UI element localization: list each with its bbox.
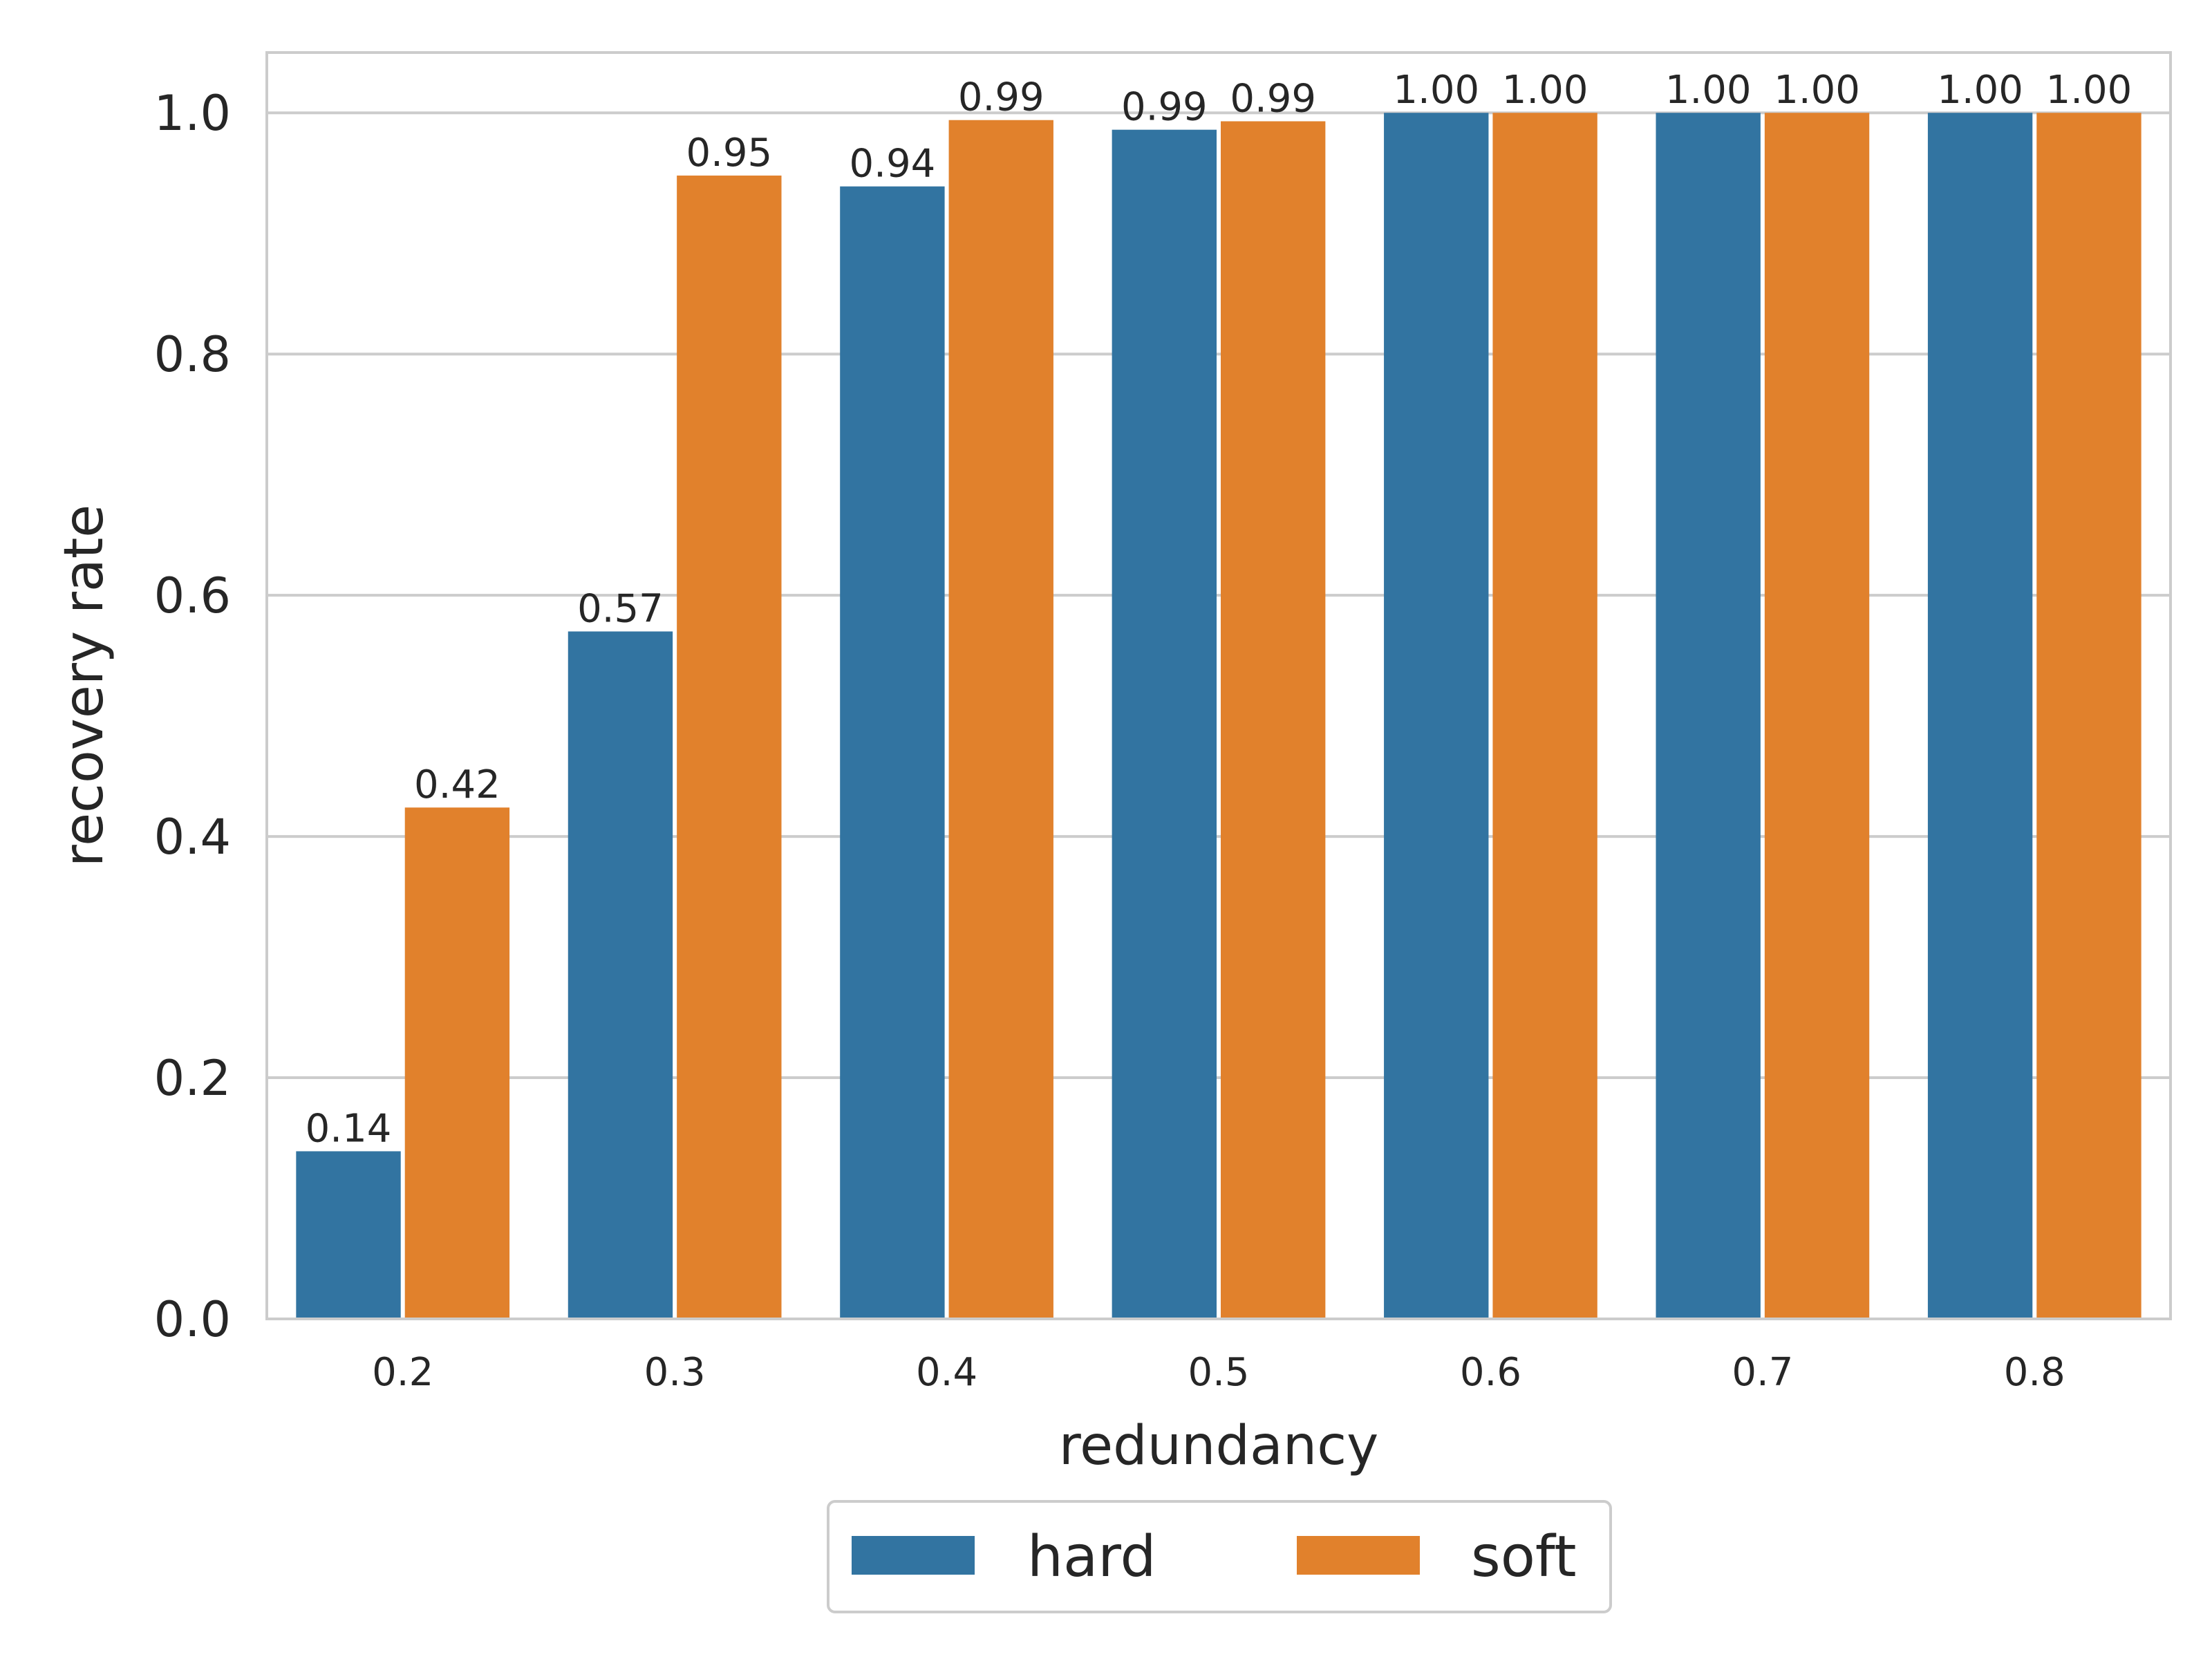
x-tick-label: 0.8 [2004,1350,2065,1395]
data-label-soft-0.6: 1.00 [1502,68,1588,113]
x-tick-label: 0.5 [1188,1350,1249,1395]
data-label-soft-0.7: 1.00 [1774,68,1860,113]
bar-soft-0.8 [2036,113,2141,1320]
bar-hard-0.8 [1927,113,2033,1320]
bars [296,113,2141,1320]
bar-hard-0.6 [1384,113,1489,1320]
bar-hard-0.7 [1656,113,1761,1320]
data-label-hard-0.4: 0.94 [850,142,936,187]
y-axis-label: recovery rate [53,505,115,868]
bar-soft-0.7 [1764,113,1870,1320]
y-axis-ticks: 0.0 0.2 0.4 0.6 0.8 1.0 [154,85,231,1348]
bar-hard-0.5 [1112,129,1217,1319]
y-tick-label: 0.6 [154,568,231,624]
data-label-hard-0.5: 0.99 [1121,85,1208,130]
data-label-soft-0.8: 1.00 [2046,68,2133,113]
data-label-hard-0.2: 0.14 [306,1106,392,1151]
data-label-hard-0.7: 1.00 [1665,68,1752,113]
x-tick-label: 0.3 [644,1350,706,1395]
bar-hard-0.4 [840,186,945,1319]
bar-hard-0.2 [296,1151,401,1319]
data-label-soft-0.5: 0.99 [1230,76,1316,121]
x-axis-label: redundancy [1059,1415,1379,1477]
bar-soft-0.2 [404,807,510,1319]
x-tick-label: 0.4 [916,1350,977,1395]
data-label-hard-0.8: 1.00 [1937,68,2023,113]
legend-box [827,1500,1612,1613]
data-label-soft-0.2: 0.42 [414,762,500,807]
legend-label-soft: soft [1471,1524,1576,1590]
y-tick-label: 0.4 [154,809,231,865]
gridlines [267,111,2171,1320]
y-tick-label: 0.2 [154,1050,231,1107]
x-tick-label: 0.6 [1460,1350,1521,1395]
data-labels: 0.14 0.42 0.57 0.95 0.94 0.99 0.99 0.99 1.00 1.00… [306,68,2133,1151]
y-tick-label: 1.0 [154,85,231,142]
x-tick-label: 0.7 [1732,1350,1793,1395]
bar-soft-0.3 [677,175,782,1320]
data-label-hard-0.6: 1.00 [1393,68,1479,113]
x-tick-label: 0.2 [372,1350,433,1395]
data-label-hard-0.3: 0.57 [577,586,664,631]
bar-hard-0.3 [568,631,673,1319]
plot-frame [265,51,2172,1320]
data-label-soft-0.4: 0.99 [958,75,1044,120]
legend: hard soft [827,1500,1612,1613]
bar-soft-0.4 [948,120,1053,1319]
data-label-soft-0.3: 0.95 [686,131,772,176]
bar-soft-0.5 [1221,121,1326,1320]
y-tick-label: 0.0 [154,1291,231,1348]
legend-swatch-hard [852,1536,975,1575]
y-tick-label: 0.8 [154,326,231,383]
legend-label-hard: hard [1027,1524,1156,1590]
bar-soft-0.6 [1492,113,1597,1320]
legend-swatch-soft [1297,1536,1420,1575]
x-axis-ticks: 0.2 0.3 0.4 0.5 0.6 0.7 0.8 [372,1350,2065,1395]
